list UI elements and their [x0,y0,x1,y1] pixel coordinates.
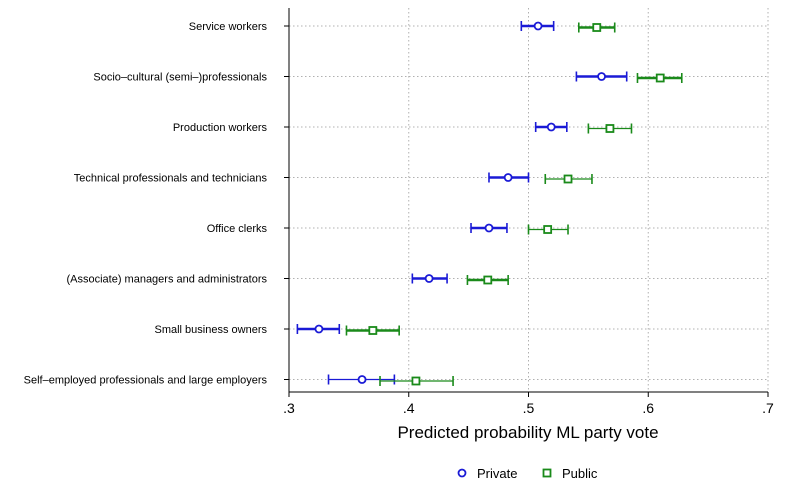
category-label: Small business owners [155,324,268,336]
point-public [605,124,615,133]
category-label: Service workers [189,21,268,33]
x-tick-label: .3 [283,400,295,416]
category-label: Production workers [173,122,268,134]
chart-marks [296,21,683,386]
point-public [483,275,493,285]
legend-label-private: Private [477,466,517,481]
point-private [314,324,324,334]
x-tick-label: .7 [762,400,774,416]
point-public [592,23,602,32]
x-tick-label: .4 [403,400,415,416]
category-labels: Service workers Socio–cultural (semi–)pro… [24,21,268,387]
category-label: (Associate) managers and administrators [66,274,267,286]
point-public [543,225,553,234]
point-private [424,274,434,283]
point-public [563,174,573,184]
x-tick-label: .6 [642,400,654,416]
grid-lines [288,8,769,392]
legend-label-public: Public [562,466,598,481]
series-public [345,22,683,386]
legend-marker-private [457,468,467,478]
legend: Private Public [457,466,598,481]
point-public [368,326,378,335]
category-label: Technical professionals and technicians [74,173,268,185]
point-public [655,73,665,83]
axes: .3 .4 .5 .6 .7 [283,8,774,416]
x-axis-title: Predicted probability ML party vote [397,423,658,442]
point-public [411,376,421,386]
point-private [597,72,606,81]
point-private [357,375,367,384]
point-private [503,173,513,182]
legend-marker-public [542,468,552,478]
point-private [546,122,556,132]
series-private [296,21,628,385]
category-label: Socio–cultural (semi–)professionals [93,72,267,84]
x-tick-label: .5 [523,400,535,416]
point-private [533,21,543,31]
point-private [484,223,494,233]
category-label: Self–employed professionals and large em… [24,375,268,387]
category-label: Office clerks [207,223,268,235]
